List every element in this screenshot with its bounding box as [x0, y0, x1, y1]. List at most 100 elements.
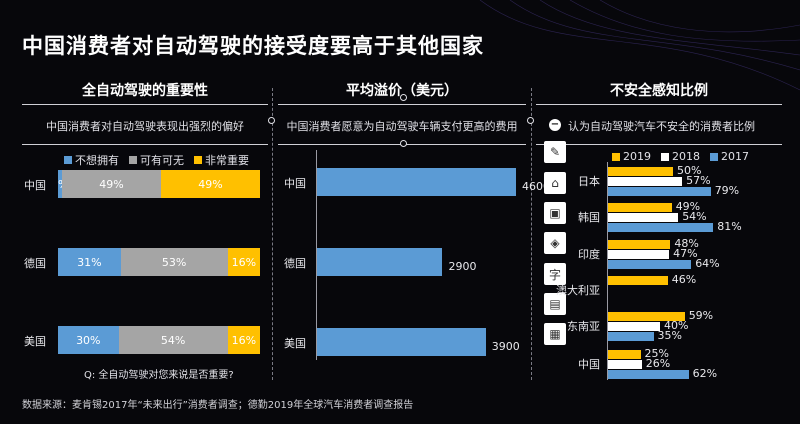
stacked-bar-segment: 49%	[161, 170, 260, 198]
handle-dot	[268, 117, 275, 124]
group-bar	[608, 187, 711, 196]
value-label: 49%	[675, 200, 701, 213]
value-label: 47%	[673, 247, 698, 260]
group-bar	[608, 360, 642, 369]
group-bar	[608, 213, 679, 222]
group-bar	[608, 177, 683, 186]
group-bar	[608, 370, 689, 379]
panel1-rule2	[22, 144, 268, 145]
category-label: 中国	[284, 177, 306, 190]
value-label: 48%	[674, 237, 699, 250]
grid-icon: ▦	[544, 323, 566, 345]
stacked-bar-segment: 53%	[120, 248, 228, 276]
character-icon: 字	[544, 263, 566, 285]
stacked-bar-segment: 49%	[62, 170, 161, 198]
category-label: 中国	[24, 179, 46, 192]
group-bar	[608, 250, 670, 259]
pen-icon: ✎	[544, 141, 566, 163]
legend-label: 非常重要	[205, 154, 249, 167]
panel3-subtitle: 认为自动驾驶汽车不安全的消费者比例	[568, 120, 755, 133]
document-icon: ▤	[544, 293, 566, 315]
handle-dot	[400, 94, 407, 101]
page-title: 中国消费者对自动驾驶的接受度要高于其他国家	[22, 34, 484, 58]
category-label: 中国	[578, 358, 600, 371]
stacked-bar-segment: 30%	[58, 326, 119, 354]
car-shape-icon: ⌂	[544, 172, 566, 194]
legend-label: 2019	[623, 150, 651, 163]
category-label: 德国	[24, 257, 46, 270]
group-bar	[608, 203, 672, 212]
stacked-bar-segment: 54%	[118, 326, 228, 354]
category-label: 日本	[578, 175, 600, 188]
separator-2	[531, 88, 532, 380]
premium-bar	[317, 328, 486, 356]
legend-label: 不想拥有	[75, 154, 119, 167]
layers-icon: ◈	[544, 232, 566, 254]
group-bar	[608, 312, 685, 321]
premium-bar	[317, 248, 443, 276]
group-bar	[608, 276, 668, 285]
category-label: 德国	[284, 257, 306, 270]
stacked-bar-segment: 16%	[227, 248, 260, 276]
panel3-axis	[607, 162, 608, 380]
group-bar	[608, 350, 641, 359]
legend-swatch	[194, 156, 202, 164]
value-label: 25%	[644, 347, 669, 360]
value-label: 26%	[645, 357, 671, 370]
handle-dot	[527, 117, 534, 124]
value-label: 64%	[695, 257, 720, 270]
legend-item: 不想拥有	[64, 152, 119, 168]
category-label: 印度	[578, 248, 600, 261]
premium-bar	[317, 168, 517, 196]
panel1-rule	[22, 104, 268, 105]
panel3-rule2	[536, 144, 782, 145]
legend-item: 2017	[710, 150, 749, 163]
value-label: 2900	[448, 260, 477, 273]
value-label: 62%	[692, 367, 718, 380]
legend-item: 2018	[661, 150, 700, 163]
group-bar	[608, 332, 654, 341]
legend-item: 可有可无	[129, 152, 184, 168]
panel3-legend: 2019 2018 2017	[612, 150, 749, 163]
legend-swatch	[129, 156, 137, 164]
panel2-rule	[278, 104, 526, 105]
panel2-subtitle: 中国消费者愿意为自动驾驶车辆支付更高的费用	[286, 120, 518, 133]
value-label: 3900	[491, 340, 520, 353]
stacked-bar-segment: 16%	[227, 326, 260, 354]
category-label: 美国	[284, 337, 306, 350]
group-bar	[608, 260, 692, 269]
value-label: 46%	[671, 273, 697, 286]
minus-circle-icon: −	[549, 119, 561, 131]
legend-label: 2017	[721, 150, 749, 163]
panel1-legend: 不想拥有 可有可无 非常重要	[64, 152, 249, 168]
panel2-axis	[316, 150, 317, 360]
separator-1	[272, 88, 273, 380]
panel1-title: 全自动驾驶的重要性	[82, 83, 208, 99]
group-bar	[608, 240, 671, 249]
legend-item: 非常重要	[194, 152, 249, 168]
value-label: 81%	[717, 220, 742, 233]
value-label: 79%	[714, 184, 740, 197]
stacked-bar-segment: 31%	[58, 248, 121, 276]
panel2-title: 平均溢价（美元）	[346, 83, 458, 99]
frame-icon: ▣	[544, 202, 566, 224]
legend-swatch	[710, 152, 718, 161]
panel1-subtitle: 中国消费者对自动驾驶表现出强烈的偏好	[46, 120, 244, 133]
legend-swatch	[612, 152, 620, 161]
value-label: 50%	[677, 164, 702, 177]
value-label: 57%	[686, 174, 711, 187]
category-label: 韩国	[578, 211, 600, 224]
legend-label: 2018	[672, 150, 700, 163]
legend-swatch	[64, 156, 72, 164]
group-bar	[608, 322, 660, 331]
survey-question: Q: 全自动驾驶对您来说是否重要?	[84, 370, 234, 381]
handle-dot	[400, 140, 407, 147]
value-label: 59%	[688, 309, 714, 322]
legend-swatch	[661, 152, 669, 161]
legend-item: 2019	[612, 150, 651, 163]
category-label: 东南亚	[567, 320, 600, 333]
group-bar	[608, 167, 673, 176]
value-label: 4600	[522, 180, 551, 193]
category-label: 美国	[24, 335, 46, 348]
value-label: 35%	[657, 329, 682, 342]
